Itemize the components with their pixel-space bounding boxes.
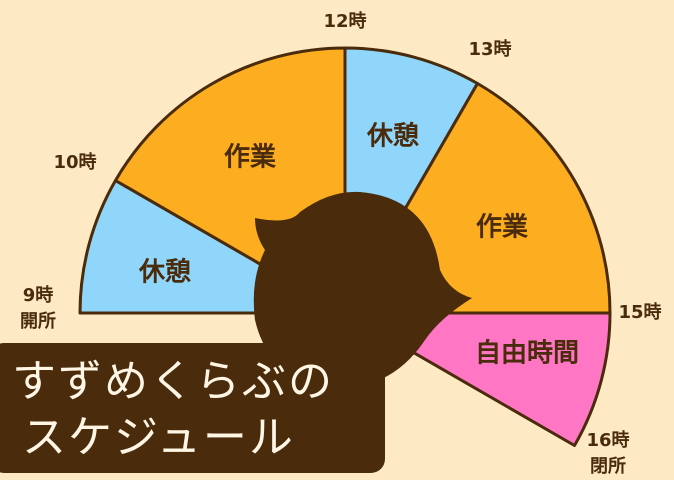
segment-label: 休憩 bbox=[138, 257, 191, 288]
hour-note: 開所 bbox=[20, 311, 56, 332]
segment-label: 自由時間 bbox=[475, 338, 579, 369]
hour-label: 10時 bbox=[53, 152, 96, 173]
segment-label: 作業 bbox=[476, 213, 528, 243]
segment-label: 休憩 bbox=[366, 121, 419, 152]
hour-note: 閉所 bbox=[590, 456, 626, 477]
hour-label: 15時 bbox=[618, 302, 661, 323]
title-line: スケジュール bbox=[22, 412, 295, 463]
title-box bbox=[0, 343, 385, 473]
segment-label: 作業 bbox=[224, 143, 276, 173]
hour-label: 12時 bbox=[323, 11, 366, 32]
hour-label: 9時 bbox=[23, 285, 54, 306]
title-line: すずめくらぶの bbox=[12, 356, 334, 407]
hour-label: 16時 bbox=[586, 430, 629, 451]
hour-label: 13時 bbox=[468, 39, 511, 60]
sparrow-silhouette bbox=[253, 191, 472, 388]
